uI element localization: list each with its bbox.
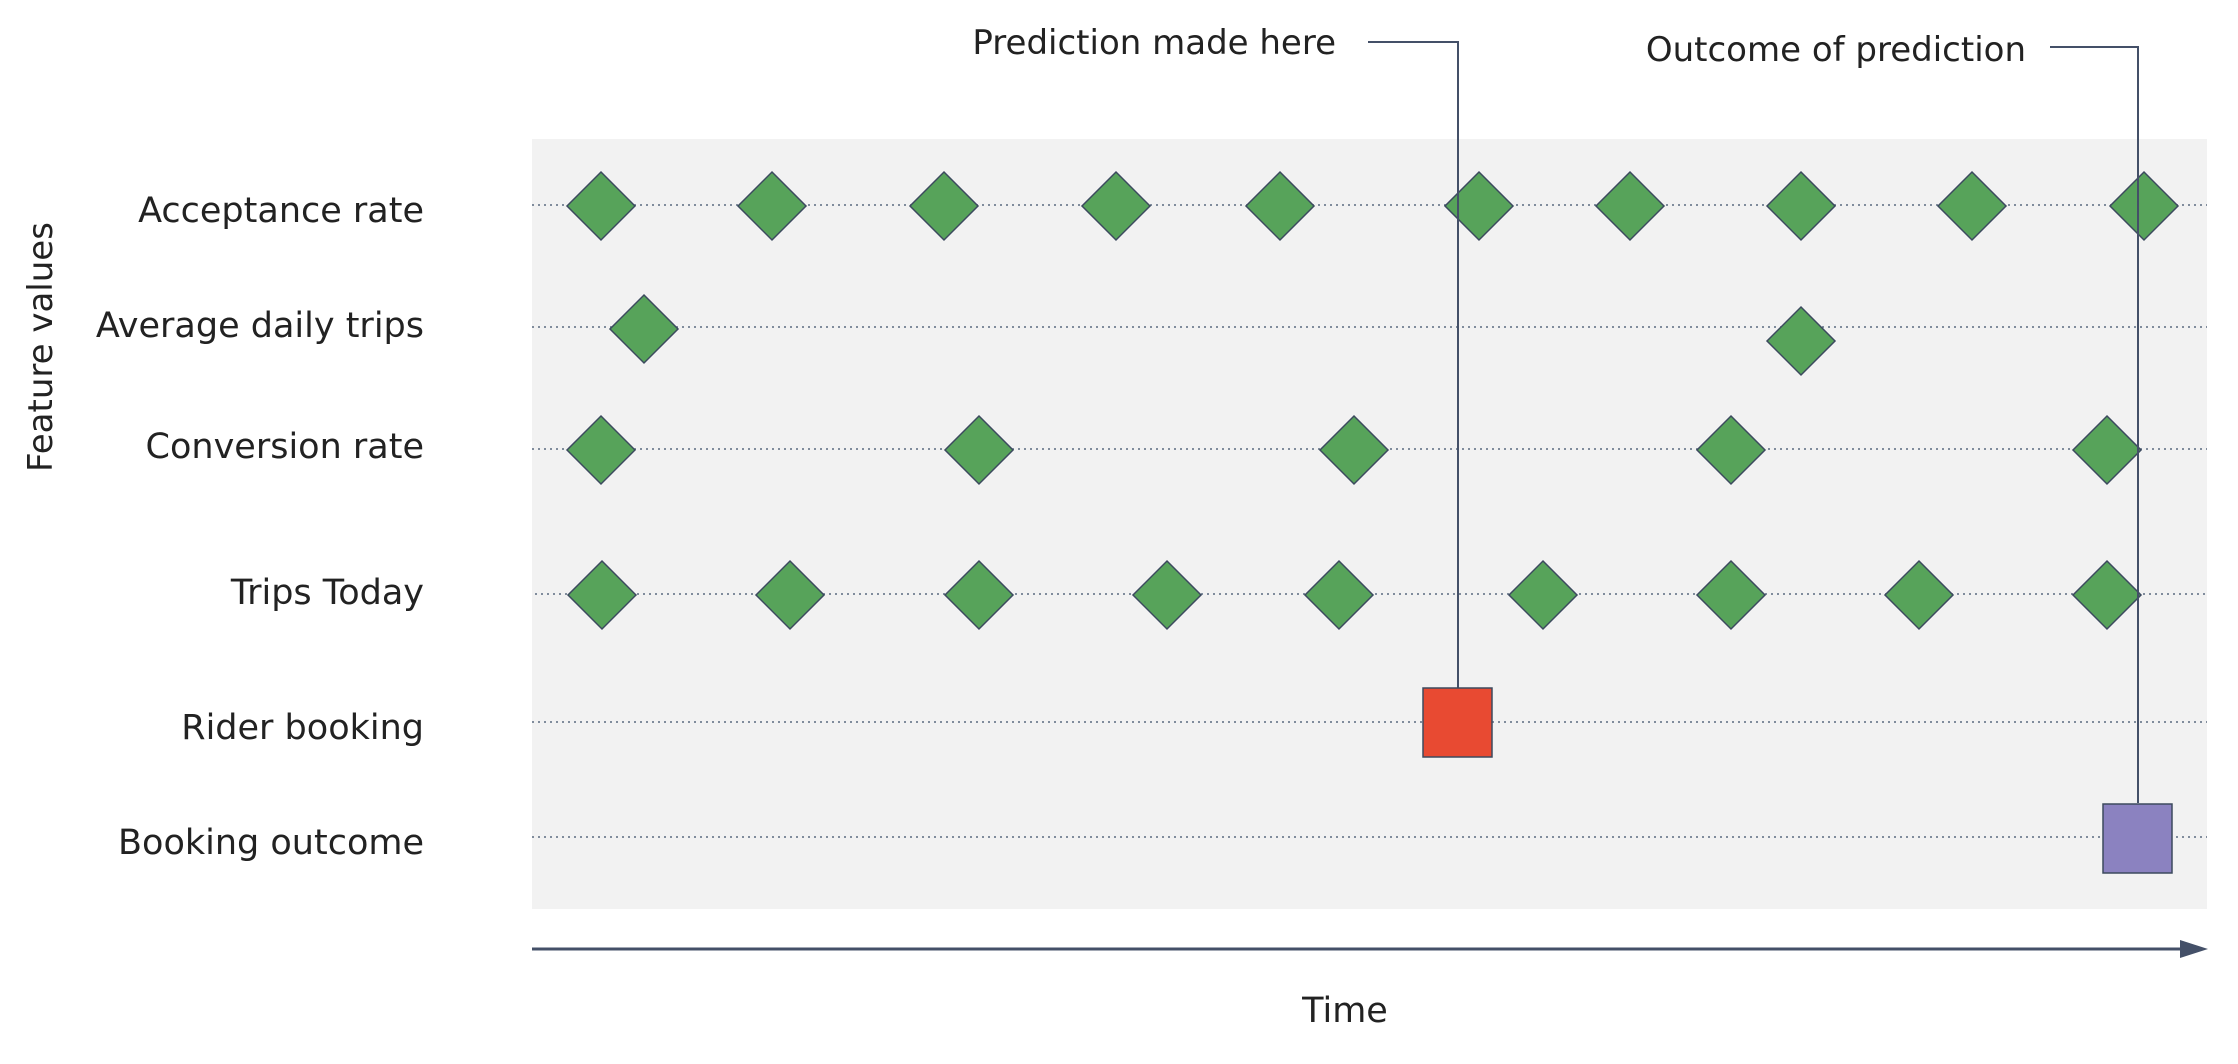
time-axis-arrowhead xyxy=(2180,940,2208,958)
trips-today-diamond-marker xyxy=(1883,559,1955,631)
conversion-rate-diamond-marker xyxy=(2071,414,2143,486)
prediction-annotation: Prediction made here xyxy=(972,23,1336,63)
acceptance-rate-diamond-marker xyxy=(908,170,980,242)
trips-today-diamond-marker xyxy=(754,559,826,631)
conversion-rate-diamond-marker xyxy=(943,414,1015,486)
row-label-average-daily-trips: Average daily trips xyxy=(96,306,424,346)
average-daily-trips-diamond-marker xyxy=(608,293,680,365)
conversion-rate-diamond-marker xyxy=(1318,414,1390,486)
row-label-trips-today: Trips Today xyxy=(230,573,424,613)
trips-today-diamond-marker xyxy=(943,559,1015,631)
row-label-booking-outcome: Booking outcome xyxy=(118,823,424,863)
trips-today-diamond-marker xyxy=(1507,559,1579,631)
outcome-leader-line xyxy=(2050,46,2139,803)
acceptance-rate-diamond-marker xyxy=(565,170,637,242)
acceptance-rate-diamond-marker xyxy=(736,170,808,242)
row-label-acceptance-rate: Acceptance rate xyxy=(138,191,424,231)
acceptance-rate-diamond-marker xyxy=(1765,170,1837,242)
y-axis-title: Feature values xyxy=(21,222,61,472)
timeline-panel xyxy=(532,139,2207,909)
acceptance-rate-diamond-marker xyxy=(2108,170,2180,242)
acceptance-rate-diamond-marker xyxy=(1936,170,2008,242)
acceptance-rate-diamond-marker xyxy=(1080,170,1152,242)
row-label-rider-booking: Rider booking xyxy=(181,708,424,748)
trips-today-diamond-marker xyxy=(1303,559,1375,631)
conversion-rate-diamond-marker xyxy=(565,414,637,486)
trips-today-diamond-marker xyxy=(2071,559,2143,631)
acceptance-rate-diamond-marker xyxy=(1594,170,1666,242)
x-axis-title: Time xyxy=(1301,991,1388,1031)
rider-booking-square-marker xyxy=(1422,687,1493,758)
acceptance-rate-diamond-marker xyxy=(1244,170,1316,242)
row-label-conversion-rate: Conversion rate xyxy=(146,427,424,467)
conversion-rate-diamond-marker xyxy=(1695,414,1767,486)
trips-today-diamond-marker xyxy=(1695,559,1767,631)
feature-markers xyxy=(565,170,2180,631)
trips-today-diamond-marker xyxy=(566,559,638,631)
booking-outcome-square-marker xyxy=(2102,803,2173,874)
outcome-annotation: Outcome of prediction xyxy=(1646,30,2026,70)
prediction-leader-line xyxy=(1368,41,1459,688)
average-daily-trips-diamond-marker xyxy=(1765,305,1837,377)
trips-today-diamond-marker xyxy=(1131,559,1203,631)
acceptance-rate-diamond-marker xyxy=(1443,170,1515,242)
